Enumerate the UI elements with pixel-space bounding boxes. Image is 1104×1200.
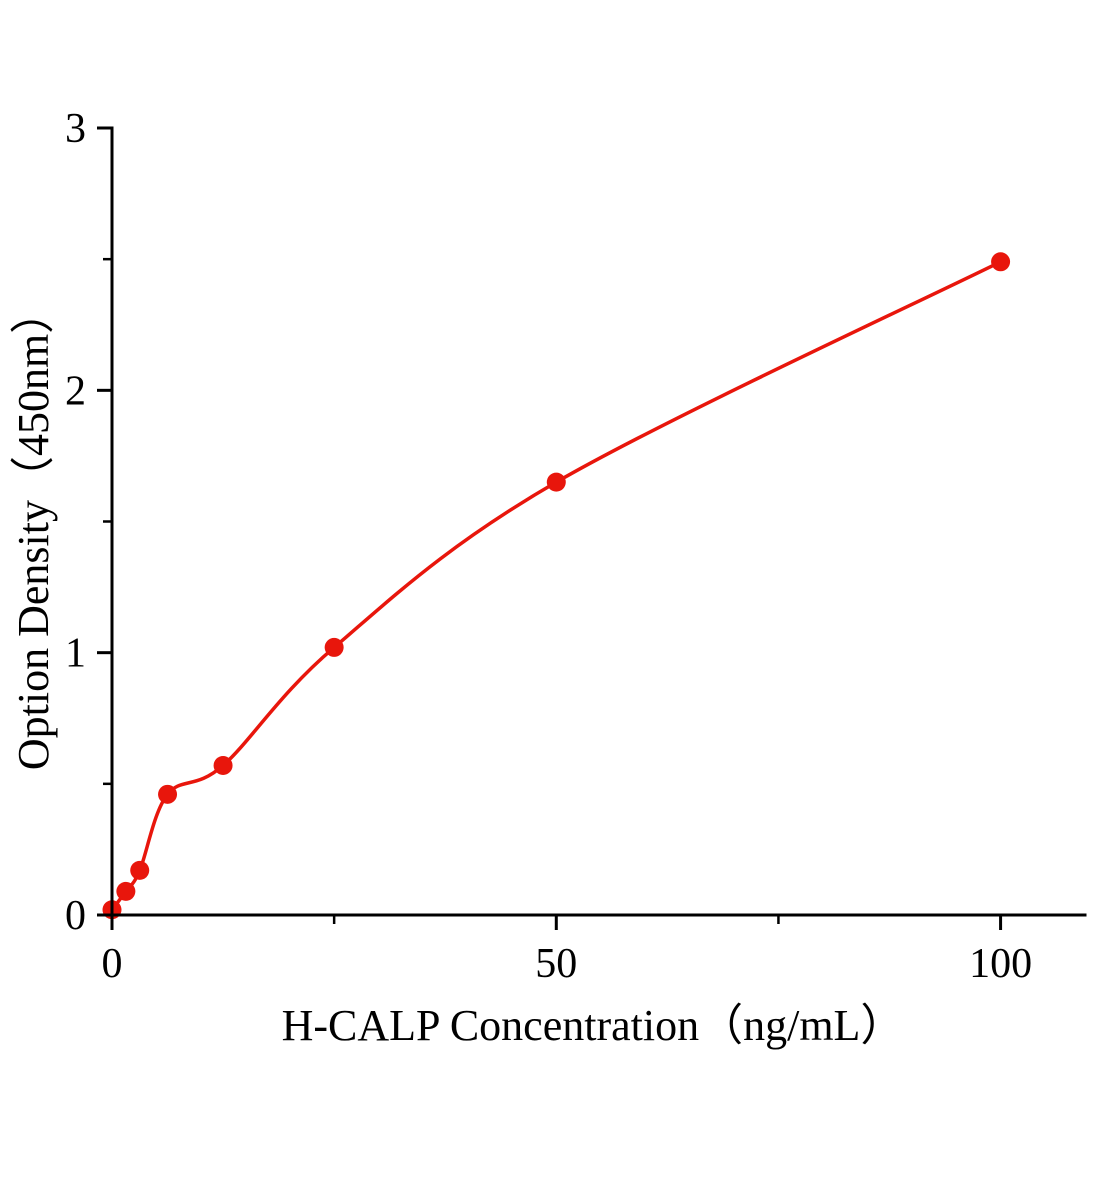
y-tick-label: 1 — [65, 631, 86, 677]
data-point — [213, 755, 233, 775]
ticks-group — [97, 126, 1003, 930]
tick-labels-group: 0 1 2 3 0 50 100 — [65, 106, 1032, 987]
x-axis-title: H-CALP Concentration（ng/mL） — [282, 1001, 905, 1050]
data-point — [991, 252, 1011, 272]
fit-curve — [110, 260, 1002, 911]
x-tick-label: 50 — [535, 941, 577, 987]
y-tick-label: 0 — [65, 893, 86, 939]
axis-lines — [110, 126, 1087, 917]
y-tick-label: 2 — [65, 368, 86, 414]
x-tick-label: 100 — [969, 941, 1032, 987]
data-point — [324, 637, 344, 657]
curve-group — [110, 260, 1002, 911]
data-point — [158, 784, 178, 804]
plot-area: 0 1 2 3 0 50 100 — [65, 106, 1087, 987]
y-axis-title: Option Density（450nm） — [9, 290, 58, 770]
data-point — [546, 472, 566, 492]
data-points-group — [102, 252, 1011, 920]
axes-group — [110, 126, 1087, 917]
y-tick-label: 3 — [65, 106, 86, 152]
data-point — [116, 881, 136, 901]
x-tick-label: 0 — [102, 941, 123, 987]
data-point — [130, 860, 150, 880]
